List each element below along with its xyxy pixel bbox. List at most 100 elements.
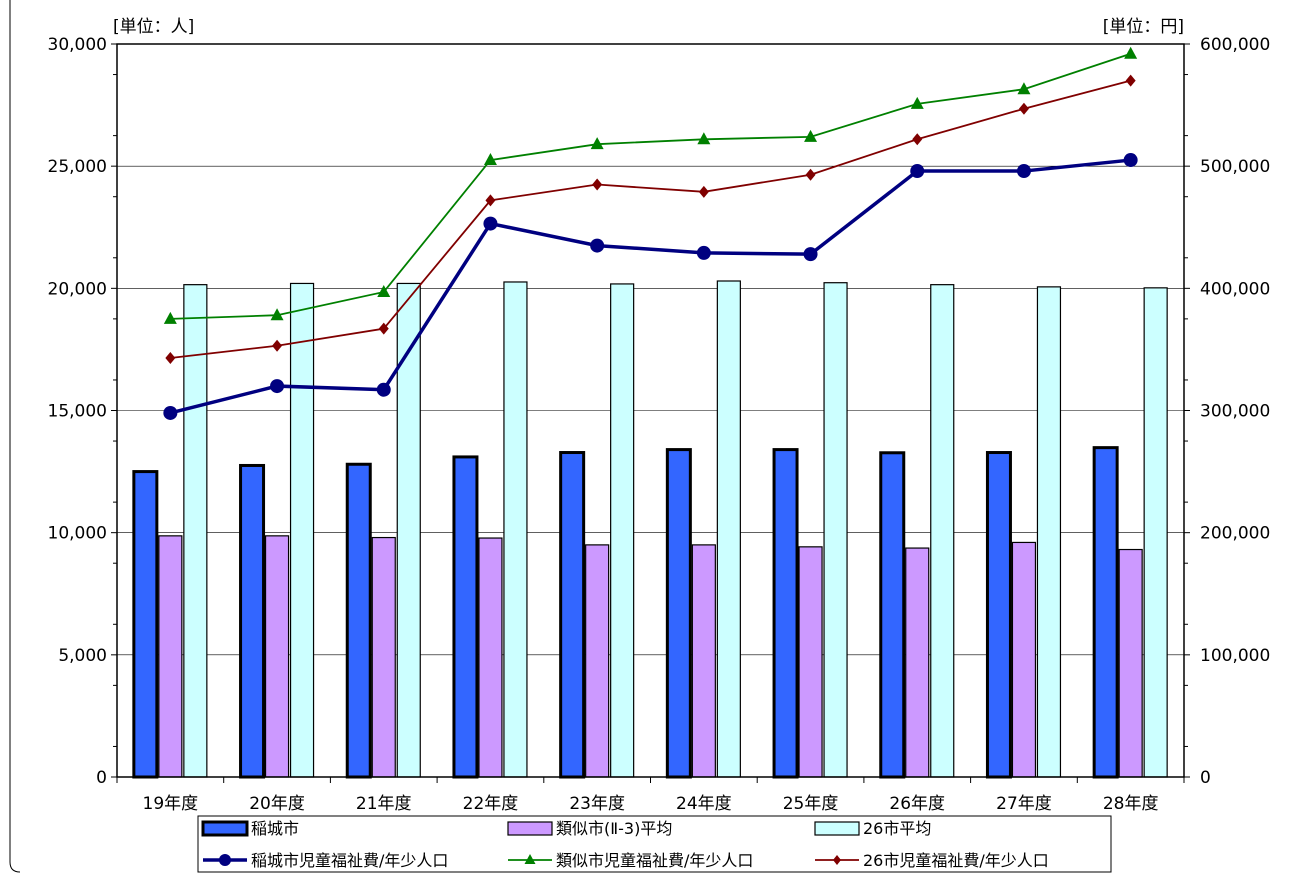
bar-s2-8 [1036,286,1062,778]
bar-s1-5 [691,544,716,778]
marker-s2-3 [485,194,496,207]
bar-s0-0 [132,470,159,779]
right-tick-label: 500,000 [1200,157,1270,177]
marker-s0-7 [910,164,925,179]
marker-s2-2 [378,322,389,335]
bar-s0-4 [559,451,586,779]
bar-s0-6 [772,448,799,779]
marker-s2-5 [698,185,709,198]
x-tick-label: 27年度 [996,794,1052,814]
marker-s2-6 [805,168,816,181]
legend-label: 稲城市 [251,819,299,838]
marker-s0-9 [1123,153,1138,168]
marker-s1-8 [1017,82,1031,95]
bar-s1-2 [371,536,396,778]
left-tick-label: 15,000 [48,402,107,422]
bar-s1-7 [905,547,930,778]
bar-s1-8 [1011,541,1037,778]
line-s2 [170,79,1131,359]
bar-s1-4 [585,544,610,778]
legend-marker-2 [833,855,841,865]
legend-swatch-bar-1 [507,821,553,836]
right-tick-label: 100,000 [1200,646,1270,666]
x-tick-label: 26年度 [889,794,945,814]
bar-s2-5 [716,280,741,778]
x-tick-label: 21年度 [356,794,412,814]
bar-s2-3 [503,281,528,778]
legend-label: 26市児童福祉費/年少人口 [863,851,1049,870]
left-tick-label: 30,000 [48,35,107,55]
right-tick-label: 600,000 [1200,35,1270,55]
legend-swatch-bar-0 [201,820,249,837]
bar-s0-5 [665,448,692,779]
bar-s2-4 [610,283,635,778]
right-tick-label: 0 [1200,768,1211,788]
marker-s1-7 [910,96,924,109]
bar-s2-6 [823,282,848,778]
x-tick-label: 25年度 [783,794,839,814]
marker-s2-4 [592,178,603,191]
marker-s0-4 [590,238,605,253]
bar-s0-7 [879,451,906,779]
marker-s1-0 [163,311,177,324]
marker-s1-9 [1124,46,1138,59]
marker-s1-4 [590,137,604,150]
marker-s1-2 [377,284,391,297]
bar-s2-0 [183,284,208,778]
left-tick-label: 10,000 [48,524,107,544]
bar-s0-1 [239,463,266,779]
bar-s2-1 [289,282,315,778]
x-tick-label: 23年度 [569,794,625,814]
bar-s1-6 [798,546,823,778]
legend-label: 26市平均 [863,819,931,838]
marker-s0-5 [696,245,711,260]
marker-s0-2 [376,382,391,397]
marker-s0-6 [803,247,818,262]
marker-s0-3 [483,216,498,231]
legend-label: 稲城市児童福祉費/年少人口 [251,851,448,870]
x-tick-label: 22年度 [463,794,519,814]
marker-s1-3 [483,153,497,166]
legend-label: 類似市児童福祉費/年少人口 [556,851,753,870]
left-tick-label: 20,000 [48,279,107,299]
marker-s0-1 [270,379,285,394]
marker-s0-8 [1016,164,1031,179]
right-tick-label: 400,000 [1200,279,1270,299]
legend-swatch-bar-2 [814,821,860,836]
left-tick-label: 25,000 [48,157,107,177]
marker-s1-1 [270,308,284,321]
bar-s2-9 [1143,287,1168,778]
marker-s2-0 [165,351,176,364]
bar-s0-9 [1092,446,1119,779]
right-tick-label: 300,000 [1200,402,1270,422]
legend-box [197,815,1112,873]
right-tick-label: 200,000 [1200,524,1270,544]
bar-s1-1 [264,535,290,778]
bar-s0-2 [345,462,372,779]
x-tick-label: 28年度 [1103,794,1159,814]
marker-s1-5 [697,132,711,145]
bar-s1-3 [478,537,503,778]
legend-label: 類似市(Ⅱ-3)平均 [556,819,672,838]
x-tick-label: 20年度 [249,794,305,814]
bar-series-group [132,280,1168,779]
right-axis-unit-label: [単位：円] [1103,17,1184,37]
outer-frame [9,0,21,873]
line-series-group [163,46,1138,420]
bar-s0-8 [985,451,1012,779]
bar-s1-9 [1118,548,1143,778]
bar-s2-7 [930,284,955,778]
axes: 0 5,000 10,000 15,000 20,000 25,000 30,000 0 100… [48,35,1271,814]
left-tick-label: 0 [96,768,107,788]
bar-s1-0 [158,535,183,778]
marker-s1-6 [804,129,818,142]
legend-marker-1 [524,854,536,864]
marker-s2-9 [1125,74,1136,87]
left-tick-label: 5,000 [58,646,107,666]
bar-s2-2 [396,282,421,778]
line-s0 [169,158,1131,415]
x-tick-label: 24年度 [676,794,732,814]
